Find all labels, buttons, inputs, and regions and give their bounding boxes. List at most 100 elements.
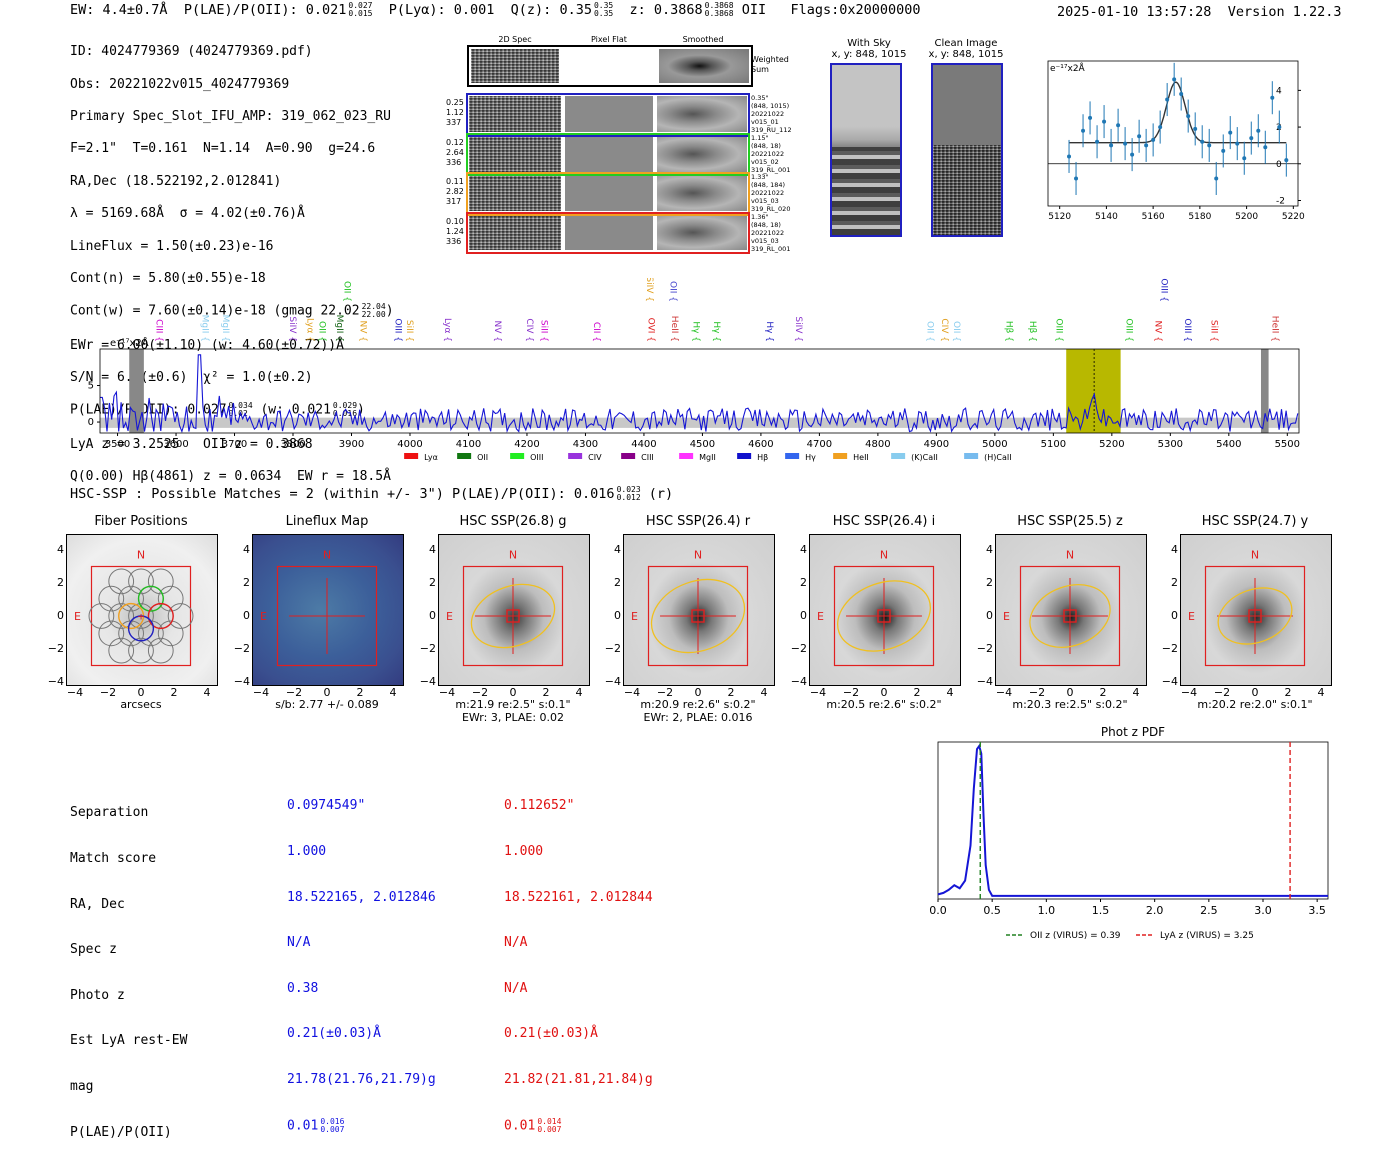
line-fit-point: [1081, 128, 1086, 133]
line-fit-point: [1186, 114, 1191, 119]
info-plae2-hi: 0.034: [228, 401, 253, 411]
hsc-ytick-label: 4: [1171, 543, 1178, 556]
spectrum-line-label: Hβ {: [1004, 321, 1014, 342]
info-plae2-lo: 0.02: [228, 409, 248, 419]
spectrum-xtick-label: 3600: [163, 439, 188, 450]
match-label-lya-ew: Est LyA rest-EW: [70, 1033, 188, 1049]
fiber3-flat: [565, 175, 653, 211]
weighted-smoothed: [659, 49, 749, 83]
fiber3-frame: [466, 172, 750, 216]
spectrum-line-label: CIV {: [939, 318, 949, 342]
line-fit-point: [1137, 134, 1142, 139]
clean-title-1: Clean Image: [934, 38, 998, 49]
line-fit-point: [1193, 126, 1198, 131]
fiber2-2dspec: [469, 136, 561, 172]
compass-north: N: [880, 549, 888, 562]
hsc-yticks: 4 2 0 −2 −4: [605, 534, 621, 688]
hsc-panel-0: Fiber Positions N E +4 2 0 −2 −4 −4 −2 0 2 4 arcsecs: [48, 514, 232, 724]
info-contw: Cont(w) = 7.60(±0.14)e-18 (gmag 22.02: [70, 303, 360, 319]
f2-l1: 2.64: [446, 148, 464, 157]
spectrum-legend-entry: HeII: [833, 453, 869, 462]
with-sky-bands: [832, 147, 900, 235]
red-plae-row: 0.01 0.014 0.007: [504, 1117, 653, 1134]
photz-xtick-label: 0.0: [929, 904, 947, 917]
with-sky-image: [830, 63, 902, 237]
fiber-circle: [128, 568, 154, 595]
hsc-ytick-label: 2: [1171, 576, 1178, 589]
hsc-xtick-label: 4: [575, 686, 583, 699]
hsc-panel-overlay: NE: [260, 549, 378, 667]
f2-l2: 336: [446, 158, 462, 167]
spectrum-xtick-label: 5000: [982, 439, 1007, 450]
spectrum-line-label: SiII {: [1208, 320, 1218, 342]
spectrum-line-name: SiII {: [539, 320, 549, 342]
spectrum-line-label: SiII {: [404, 320, 414, 342]
spectrum-xtick-label: 4600: [748, 439, 773, 450]
hsc-ytick-label: −4: [604, 675, 621, 688]
hsc-xtick-label: −4: [1180, 686, 1198, 699]
line-fit-point: [1095, 139, 1100, 144]
fiber-circle: [128, 603, 154, 629]
hsc-xtick-label: 0: [323, 686, 331, 699]
header-plya: P(Lyα): 0.001: [388, 2, 495, 18]
spectrum-xtick-label: 4500: [690, 439, 715, 450]
header-plae-hi: 0.027: [348, 1, 373, 10]
spectrum-trace: [100, 354, 1299, 434]
f4-r2: 20221022: [751, 229, 785, 237]
hsc-ytick-label: −4: [47, 675, 64, 688]
line-fit-point: [1284, 158, 1289, 163]
fiber2-left-label: 0.12 2.64 336: [446, 138, 464, 168]
line-fit-point: [1242, 156, 1247, 161]
clean-title-2: x, y: 848, 1015: [928, 49, 1004, 60]
spectrum-xtick-label: 3800: [280, 439, 305, 450]
spectrum-frame: [99, 348, 1300, 434]
hsc-xticks: −4 −2 0 2 4: [623, 686, 773, 700]
spectrum-line-name: OII {: [342, 281, 352, 302]
fiber-circle: [147, 568, 174, 595]
hsc-title-hi: 0.023: [616, 485, 641, 494]
line-fit-point: [1067, 154, 1072, 159]
hsc-panel-caption: m:20.2 re:2.0" s:0.1": [1197, 698, 1313, 711]
red-specz: N/A: [504, 935, 528, 951]
hsc-yticks: 4 2 0 −2 −4: [420, 534, 436, 688]
with-sky-title-2: x, y: 848, 1015: [831, 49, 907, 60]
line-fit-point: [1158, 125, 1163, 130]
weighted-label-2: Sum: [751, 65, 769, 74]
fiber4-flat: [565, 215, 653, 250]
spectrum-xtick-label: 4800: [865, 439, 890, 450]
fiber3-2dspec: [469, 175, 561, 211]
fiber3-right-label: 1.33" (848, 184) 20221022 v015_03 319_RL_020: [751, 173, 790, 213]
f3-r4: 319_RL_020: [751, 205, 791, 213]
info-fibers: F=2.1" T=0.161 N=1.14 A=0.90 g=24.6: [70, 141, 376, 157]
line-fit-ytick-label: -2: [1276, 196, 1285, 206]
hsc-panel-caption-2: EWr: 3, PLAE: 0.02: [461, 711, 565, 724]
f4-r3: v015_03: [751, 237, 779, 245]
spectrum-xtick-label: 5400: [1216, 439, 1241, 450]
spectrum-line-label: Lyα {: [305, 318, 315, 342]
hsc-ytick-label: 0: [986, 609, 993, 622]
spectrum-line-label: OIII {: [1182, 318, 1192, 342]
with-sky-title: With Sky x, y: 848, 1015: [822, 38, 916, 60]
with-sky-title-1: With Sky: [847, 38, 891, 49]
f3-r0: 1.33": [751, 173, 769, 181]
hsc-xtick-label: 2: [170, 686, 178, 699]
f4-r4: 319_RL_001: [751, 245, 791, 253]
info-plae2-w-lo: 0.016: [332, 409, 358, 419]
f1-r2: 20221022: [751, 110, 785, 118]
spectrum-line-name: Lyα {: [305, 318, 315, 342]
spectrum-legend-label: Hβ: [757, 453, 768, 462]
blue-plae-row: 0.01 0.016 0.007: [287, 1117, 436, 1134]
line-fit-frame: [1047, 60, 1299, 207]
line-fit-xtick-label: 5140: [1095, 212, 1118, 222]
hsc-ytick-label: 2: [57, 576, 64, 589]
hsc-xtick-label: 4: [1317, 686, 1325, 699]
header-z-lo: 0.3868: [704, 9, 734, 18]
f3-l2: 317: [446, 197, 462, 206]
hsc-title: HSC-SSP : Possible Matches = 2 (within +…: [70, 485, 673, 503]
spectrum-line-label: CIII {: [154, 319, 164, 342]
spectrum-mask-right: [1260, 349, 1269, 433]
spectrum-line-label: CIV {: [524, 318, 534, 342]
hsc-xtick-label: 0: [137, 686, 145, 699]
hsc-center-box: [1248, 609, 1262, 623]
